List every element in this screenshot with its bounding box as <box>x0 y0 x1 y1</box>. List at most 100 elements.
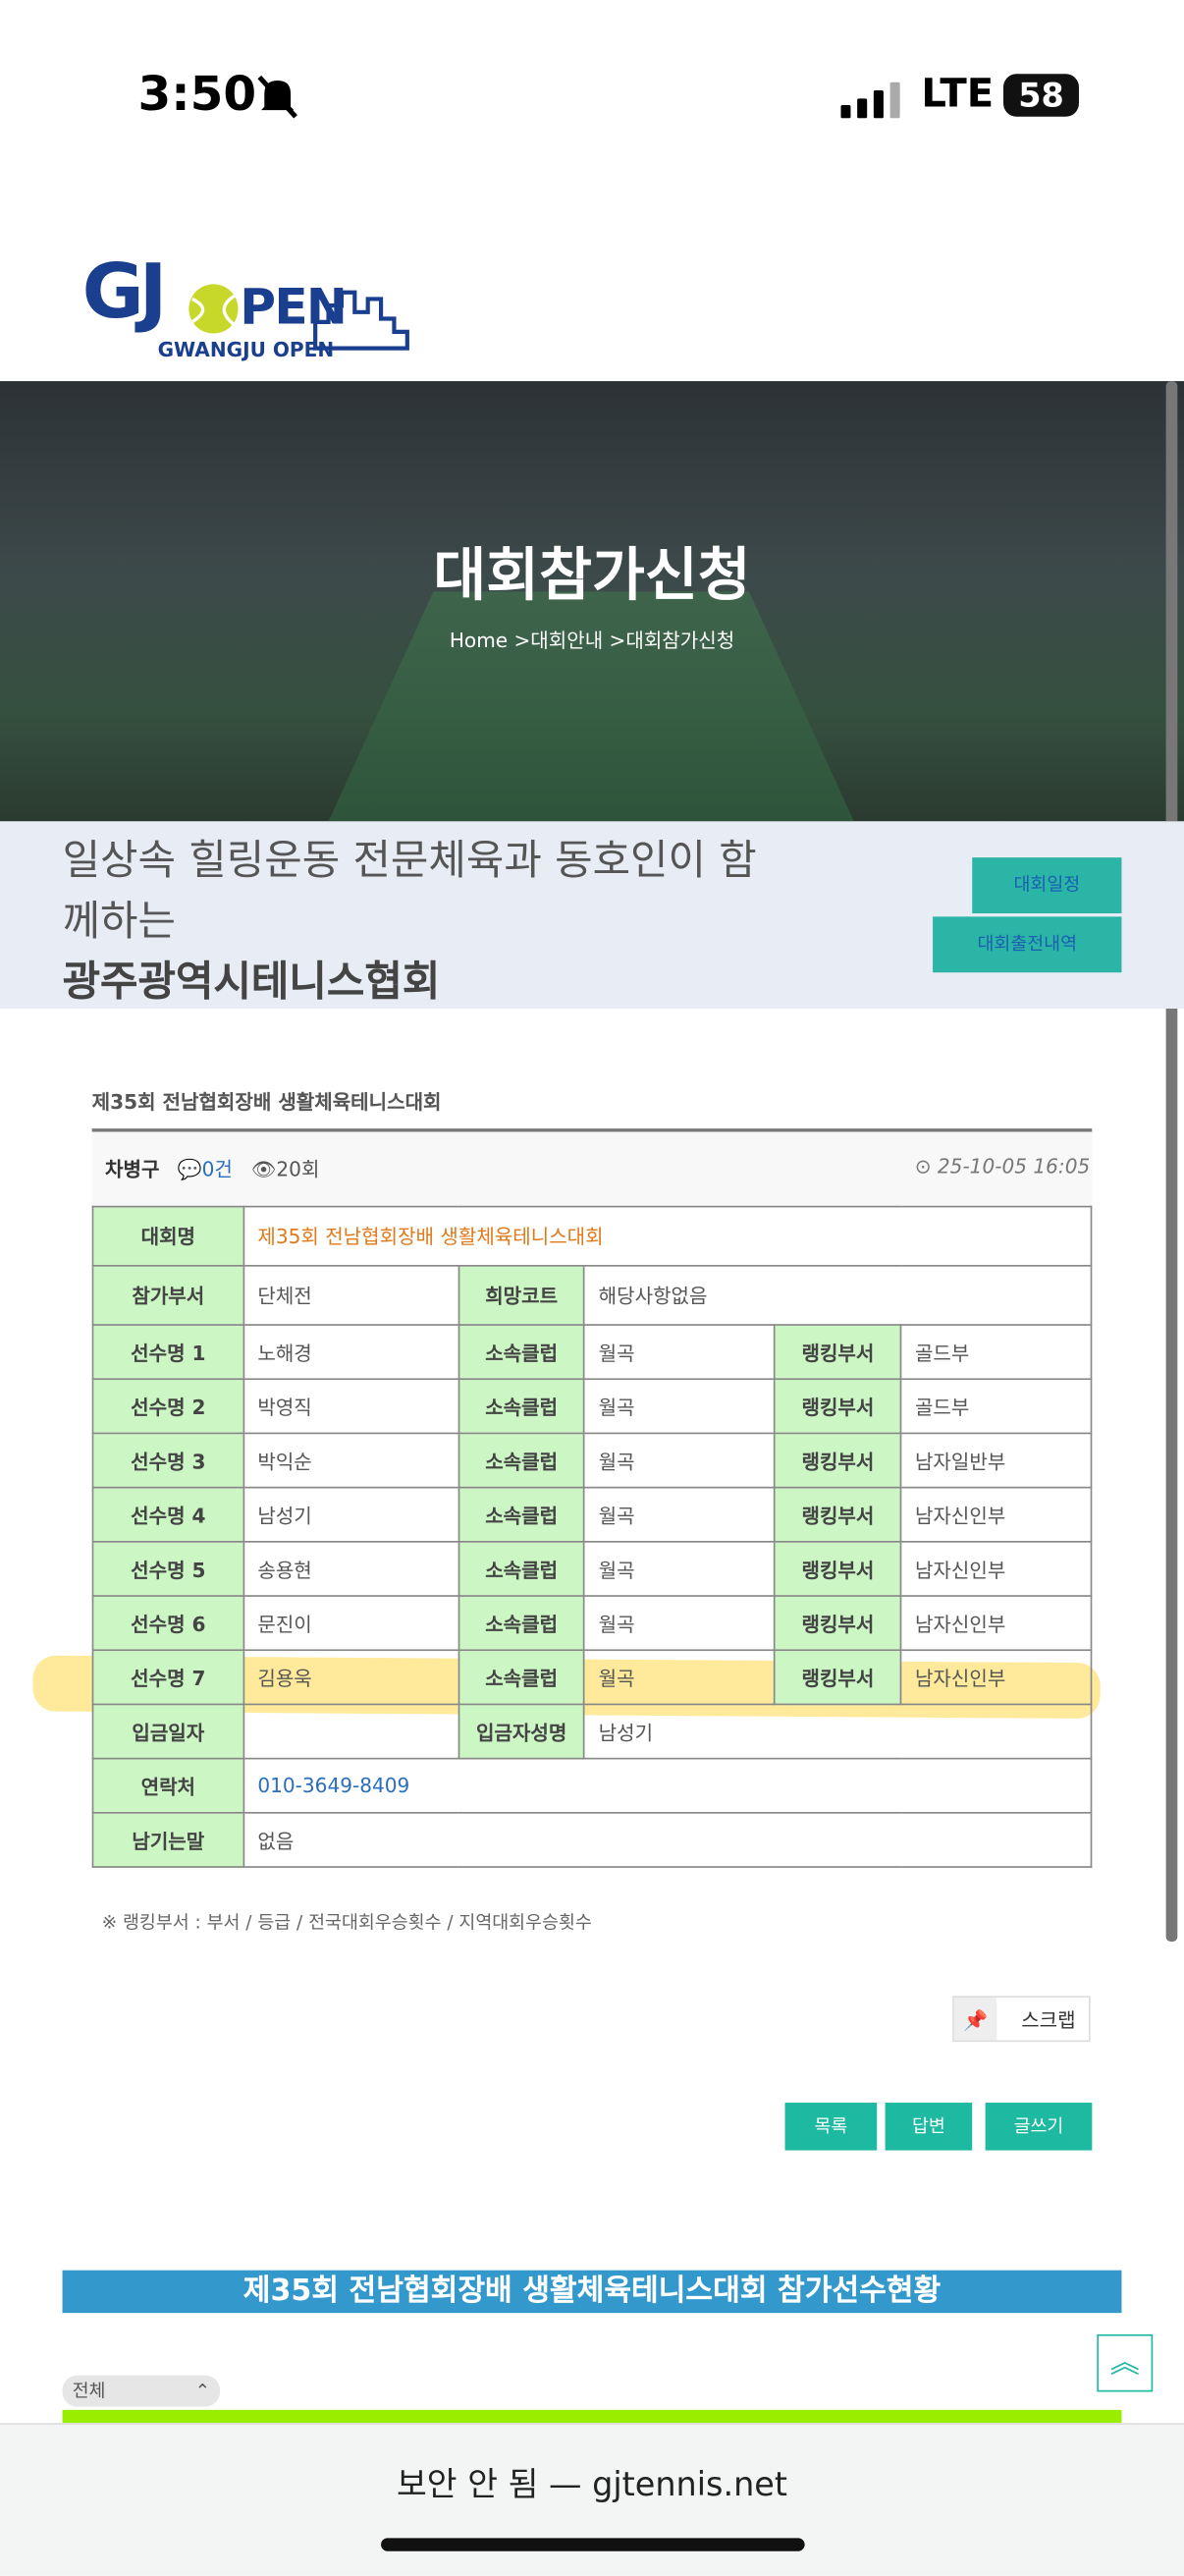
field-value: 송용현 <box>242 1540 459 1597</box>
reply-button[interactable]: 답변 <box>885 2103 973 2151</box>
date: ⊙ 25-10-05 16:05 <box>914 1154 1091 1178</box>
intro-line: 께하는 <box>62 897 177 945</box>
table-row: 선수명 3 박익순 소속클럽 월곡 랭킹부서 남자일반부 <box>91 1432 1093 1489</box>
field-value: 남자신인부 <box>899 1649 1093 1706</box>
skyline-icon <box>313 290 409 351</box>
field-label: 대회명 <box>91 1205 244 1267</box>
logo: GJ PEN GWANGJU OPEN <box>82 247 411 364</box>
ball-icon <box>188 284 239 334</box>
comment-count: 0건 <box>201 1158 233 1181</box>
field-value: 없음 <box>242 1811 1093 1868</box>
table-header-strip <box>62 2409 1122 2424</box>
field-label: 랭킹부서 <box>774 1324 902 1381</box>
field-label: 랭킹부서 <box>774 1432 902 1489</box>
url-bar[interactable]: 보안 안 됨 — gjtennis.net <box>397 2464 788 2504</box>
table-row: 선수명 4 남성기 소속클럽 월곡 랭킹부서 남자신인부 <box>91 1486 1093 1543</box>
table-row: 선수명 2 박영직 소속클럽 월곡 랭킹부서 골드부 <box>91 1378 1093 1435</box>
field-value: 남자신인부 <box>899 1540 1093 1597</box>
comments: 💬0건 <box>177 1158 233 1181</box>
table-row: 선수명 7 김용욱 소속클럽 월곡 랭킹부서 남자신인부 <box>91 1649 1093 1706</box>
field-value: 월곡 <box>583 1432 776 1489</box>
history-button[interactable]: 대회출전내역 <box>933 916 1122 973</box>
field-label: 선수명 7 <box>91 1649 244 1706</box>
list-button[interactable]: 목록 <box>784 2103 878 2151</box>
write-button[interactable]: 글쓰기 <box>985 2103 1093 2151</box>
select-arrow: ⌃ <box>194 2380 211 2402</box>
field-value: 월곡 <box>583 1649 776 1706</box>
field-label: 선수명 6 <box>91 1595 244 1652</box>
field-value: 박영직 <box>242 1378 459 1435</box>
scrollbar <box>1165 381 1178 1943</box>
field-value: 해당사항없음 <box>583 1264 1093 1326</box>
field-value: 남자신인부 <box>899 1486 1093 1543</box>
field-label: 선수명 5 <box>91 1540 244 1597</box>
field-label: 선수명 3 <box>91 1432 244 1489</box>
table-row: 입금일자 입금자성명 남성기 <box>91 1703 1093 1760</box>
scrap-button[interactable]: 📌 스크랩 <box>952 1996 1091 2043</box>
field-label: 입금일자 <box>91 1703 244 1760</box>
table-row: 대회명 제35회 전남협회장배 생활체육테니스대회 <box>91 1205 1093 1267</box>
field-value: 노해경 <box>242 1324 459 1381</box>
field-value: 골드부 <box>899 1324 1093 1381</box>
field-value: 남자신인부 <box>899 1595 1093 1652</box>
post-meta <box>91 1131 1093 1206</box>
logo-left: GJ <box>81 246 168 336</box>
field-label: 입금자성명 <box>457 1703 586 1760</box>
table-row: 선수명 6 문진이 소속클럽 월곡 랭킹부서 남자신인부 <box>91 1595 1093 1652</box>
field-value: 월곡 <box>583 1324 776 1381</box>
field-label: 소속클럽 <box>457 1432 586 1489</box>
filter-select[interactable]: 전체 ⌃ <box>62 2375 221 2407</box>
table-row: 선수명 5 송용현 소속클럽 월곡 랭킹부서 남자신인부 <box>91 1540 1093 1597</box>
field-value: 문진이 <box>242 1595 459 1652</box>
field-label: 참가부서 <box>91 1264 244 1326</box>
filter-label: 전체 <box>72 2380 106 2402</box>
field-value: 김용욱 <box>242 1649 459 1706</box>
field-value: 월곡 <box>583 1486 776 1543</box>
mute-icon <box>257 75 297 119</box>
pin-icon: 📌 <box>953 1998 997 2041</box>
field-label: 남기는말 <box>91 1811 244 1868</box>
field-value: 남자일반부 <box>899 1432 1093 1489</box>
field-value: 남성기 <box>583 1703 1093 1760</box>
page-title: 대회참가신청 <box>433 543 751 610</box>
home-indicator <box>381 2538 805 2551</box>
field-value: 남성기 <box>242 1486 459 1543</box>
field-label: 선수명 2 <box>91 1378 244 1435</box>
battery: 58 <box>1003 74 1079 117</box>
field-value: 제35회 전남협회장배 생활체육테니스대회 <box>242 1205 1093 1267</box>
table-row: 선수명 1 노해경 소속클럽 월곡 랭킹부서 골드부 <box>91 1324 1093 1381</box>
field-label: 선수명 1 <box>91 1324 244 1381</box>
field-label: 소속클럽 <box>457 1595 586 1652</box>
intro-band <box>0 821 1184 1010</box>
author: 차병구 <box>105 1158 160 1181</box>
field-label: 랭킹부서 <box>774 1486 902 1543</box>
field-label: 소속클럽 <box>457 1540 586 1597</box>
note: ※ 랭킹부서 : 부서 / 등급 / 전국대회우승횟수 / 지역대회우승횟수 <box>101 1912 592 1934</box>
post-date: 25-10-05 16:05 <box>937 1154 1091 1178</box>
field-label: 소속클럽 <box>457 1378 586 1435</box>
signal-icon <box>840 82 900 119</box>
field-label: 랭킹부서 <box>774 1540 902 1597</box>
field-label: 소속클럽 <box>457 1324 586 1381</box>
field-value: 골드부 <box>899 1378 1093 1435</box>
logo-subtitle: GWANGJU OPEN <box>157 338 335 361</box>
section-title: 제35회 전남협회장배 생활체육테니스대회 참가선수현황 <box>62 2270 1122 2314</box>
field-value: 010-3649-8409 <box>242 1757 1093 1814</box>
field-label: 소속클럽 <box>457 1486 586 1543</box>
field-label: 랭킹부서 <box>774 1649 902 1706</box>
field-label: 소속클럽 <box>457 1649 586 1706</box>
entry-table: 대회명 제35회 전남협회장배 생활체육테니스대회 참가부서 단체전 희망코트 해당사항없… <box>91 1205 1093 1868</box>
views: 👁20회 <box>250 1158 320 1181</box>
table-row: 연락처 010-3649-8409 <box>91 1757 1093 1814</box>
table-row: 참가부서 단체전 희망코트 해당사항없음 <box>91 1264 1093 1326</box>
field-label: 연락처 <box>91 1757 244 1814</box>
scroll-top-button[interactable]: ︽ <box>1097 2333 1154 2392</box>
field-label: 선수명 4 <box>91 1486 244 1543</box>
field-value: 월곡 <box>583 1378 776 1435</box>
schedule-button[interactable]: 대회일정 <box>972 857 1122 914</box>
field-label: 랭킹부서 <box>774 1378 902 1435</box>
clock: 3:50 <box>137 65 257 122</box>
table-row: 남기는말 없음 <box>91 1811 1093 1868</box>
field-label: 랭킹부서 <box>774 1595 902 1652</box>
